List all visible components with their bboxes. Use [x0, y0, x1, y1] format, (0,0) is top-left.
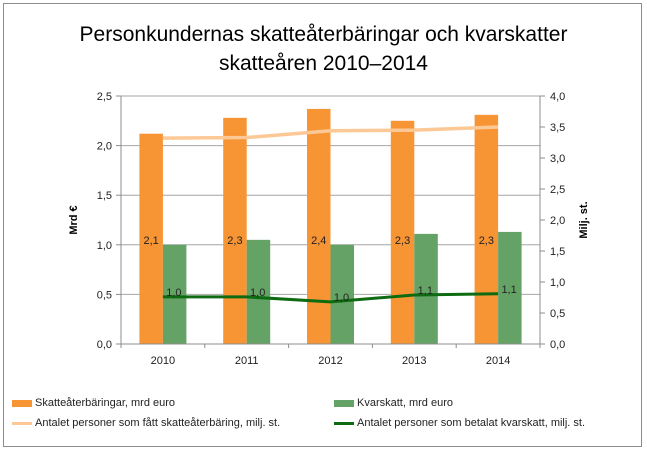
bar-skatteaterbaring: [223, 117, 247, 344]
legend-swatch: [12, 421, 32, 425]
bar-skatteaterbaring: [139, 133, 163, 344]
x-tick-label: 2013: [402, 355, 426, 367]
data-label: 1,1: [418, 285, 433, 297]
right-tick-label: 0,0: [550, 339, 565, 351]
left-tick-label: 2,0: [97, 141, 112, 153]
data-labels: 2,1 2,3 2,4 2,3 2,3 1,0 1,0 1,0 1,1 1,1: [144, 235, 517, 304]
legend-label: Antalet personer som betalat kvarskatt, …: [357, 417, 586, 429]
legend-label: Skatteåterbäringar, mrd euro: [35, 397, 176, 409]
x-tick-label: 2011: [235, 355, 259, 367]
bar-kvarskatt: [414, 233, 438, 344]
left-axis-title: Mrd €: [68, 205, 80, 234]
left-tick-label: 2,5: [97, 91, 112, 103]
data-label: 1,0: [250, 287, 265, 299]
chart-title: Personkundernas skatteåterbäringar och k…: [0, 20, 647, 78]
legend-item-skatteaterbaringar: Skatteåterbäringar, mrd euro: [12, 397, 175, 409]
legend-label: Kvarskatt, mrd euro: [357, 397, 453, 409]
legend-swatch: [12, 399, 32, 407]
right-tick-label: 3,0: [550, 153, 565, 165]
chart-title-line2: skatteåren 2010–2014: [218, 52, 428, 75]
left-tick-label: 0,0: [97, 339, 112, 351]
bar-skatteaterbaring: [390, 120, 415, 344]
x-tick-label: 2014: [486, 355, 510, 367]
bars: [139, 108, 522, 345]
bar-kvarskatt: [246, 239, 271, 344]
data-label: 2,3: [395, 235, 410, 247]
data-label: 1,0: [334, 292, 349, 304]
data-label: 2,3: [479, 235, 494, 247]
data-label: 2,1: [144, 235, 159, 247]
x-tick-label: 2010: [151, 355, 175, 367]
bar-kvarskatt: [330, 244, 354, 344]
legend-item-antalet-kvarskatt: Antalet personer som betalat kvarskatt, …: [334, 417, 585, 429]
data-label: 1,0: [166, 287, 181, 299]
chart-title-line1: Personkundernas skatteåterbäringar och k…: [79, 23, 568, 46]
lines: [162, 125, 499, 304]
bar-kvarskatt: [162, 244, 187, 344]
legend-swatch: [334, 421, 354, 425]
x-tick-label: 2012: [318, 355, 342, 367]
data-label: 2,4: [311, 235, 326, 247]
right-tick-label: 2,0: [550, 215, 565, 227]
bar-kvarskatt: [498, 231, 522, 344]
right-tick-label: 4,0: [550, 91, 565, 103]
data-label: 2,3: [227, 235, 242, 247]
right-tick-label: 0,5: [550, 308, 565, 320]
right-tick-label: 2,5: [550, 184, 565, 196]
right-tick-label: 1,5: [550, 246, 565, 258]
left-tick-label: 1,0: [97, 240, 112, 252]
left-tick-label: 1,5: [97, 190, 112, 202]
right-tick-label: 3,5: [550, 122, 565, 134]
right-axis-title: Milj. st.: [578, 201, 590, 238]
legend-label: Antalet personer som fått skatteåterbäri…: [35, 417, 281, 429]
bar-skatteaterbaring: [474, 114, 499, 345]
right-tick-label: 1,0: [550, 277, 565, 289]
axes: 0,0 0,5 1,0 1,5 2,0 2,5 0,0 0,5 1,0 1,5 2,0 2,5 3,0 3…: [97, 91, 566, 367]
legend-item-kvarskatt: Kvarskatt, mrd euro: [334, 397, 453, 409]
legend-item-antalet-aterbaring: Antalet personer som fått skatteåterbäri…: [12, 417, 280, 429]
data-label: 1,1: [501, 284, 516, 296]
bar-skatteaterbaring: [307, 108, 331, 344]
left-tick-label: 0,5: [97, 289, 112, 301]
legend-swatch: [334, 399, 354, 407]
